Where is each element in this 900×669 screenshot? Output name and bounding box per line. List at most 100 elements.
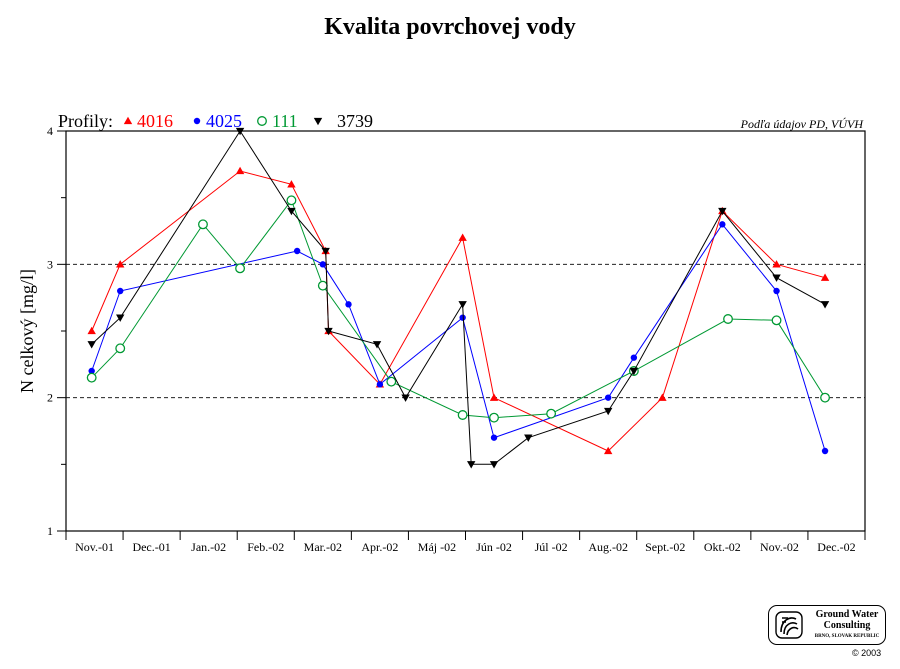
x-tick-label: Nov.-02 xyxy=(760,540,799,554)
data-point xyxy=(319,261,327,268)
data-point xyxy=(235,263,246,274)
x-tick-label: Feb.-02 xyxy=(247,540,284,554)
data-point xyxy=(546,408,557,419)
data-point xyxy=(116,314,125,322)
data-point xyxy=(489,412,499,423)
data-point xyxy=(86,372,97,383)
series-111 xyxy=(86,195,831,423)
x-tick-label: Okt.-02 xyxy=(704,540,741,554)
data-point xyxy=(772,260,781,268)
logo-line-2: Consulting xyxy=(823,620,871,631)
legend-label-111: 111 xyxy=(272,111,298,131)
data-point xyxy=(287,207,296,216)
x-tick-label: Máj -02 xyxy=(418,540,456,554)
data-point xyxy=(235,166,245,175)
data-point xyxy=(773,287,780,295)
chart-title: Kvalita povrchovej vody xyxy=(324,14,576,40)
data-point xyxy=(630,354,638,361)
y-tick-label: 1 xyxy=(47,524,53,538)
data-point xyxy=(321,247,330,256)
data-point xyxy=(771,315,782,326)
source-note: Podľa údajov PD, VÚVH xyxy=(740,117,865,131)
data-point xyxy=(376,381,384,388)
data-point xyxy=(459,314,466,321)
series-4016 xyxy=(87,166,830,455)
data-point xyxy=(821,447,829,455)
legend-label-4016: 4016 xyxy=(137,111,173,131)
data-point xyxy=(87,326,96,335)
x-tick-label: Dec.-01 xyxy=(132,540,170,554)
x-axis: Nov.-01 Dec.-01 Jan.-02 Feb.-02 Mar.-02 Apr.-… xyxy=(65,531,866,554)
data-point xyxy=(116,260,125,268)
y-tick-label: 4 xyxy=(47,124,53,138)
series-line-4016 xyxy=(91,170,826,452)
data-point xyxy=(345,301,352,308)
x-tick-label: Jan.-02 xyxy=(191,540,226,554)
data-point xyxy=(719,221,726,228)
logo-line-1: Ground Water xyxy=(815,609,879,620)
data-point xyxy=(198,219,208,230)
data-point xyxy=(772,274,781,282)
logo-mark-icon xyxy=(775,611,803,639)
data-point xyxy=(87,341,96,349)
legend-label-3739: 3739 xyxy=(337,111,373,131)
x-tick-label: Nov.-01 xyxy=(75,540,114,554)
x-tick-label: Aug.-02 xyxy=(588,540,628,554)
x-tick-label: Mar.-02 xyxy=(304,540,342,554)
data-point xyxy=(467,461,476,469)
legend: Profily: 4016 4025 111 3739 xyxy=(58,111,373,131)
x-tick-label: Sept.-02 xyxy=(645,540,685,554)
data-point xyxy=(287,180,296,188)
data-point xyxy=(629,367,639,376)
data-point xyxy=(317,280,328,291)
logo-line-3: BRNO, SLOVAK REPUBLIC xyxy=(814,634,880,639)
data-point xyxy=(820,273,830,281)
data-point xyxy=(235,127,245,136)
data-point xyxy=(88,367,95,375)
y-axis-label: N celkový [mg/l] xyxy=(17,269,37,393)
data-point xyxy=(458,301,467,309)
data-point xyxy=(723,314,733,324)
data-point xyxy=(293,247,301,255)
data-point xyxy=(386,376,397,387)
data-point xyxy=(458,233,467,241)
y-tick-label: 2 xyxy=(47,391,53,405)
x-tick-label: Apr.-02 xyxy=(361,540,398,554)
company-logo: Ground Water Consulting BRNO, SLOVAK REP… xyxy=(768,605,886,645)
data-point xyxy=(603,407,613,416)
legend-prefix: Profily: xyxy=(58,111,113,131)
data-point xyxy=(489,393,499,401)
data-point xyxy=(603,446,613,455)
legend-marker-111 xyxy=(257,116,267,126)
gridlines xyxy=(66,263,865,399)
y-axis: 1 2 3 4 xyxy=(47,124,66,538)
data-point xyxy=(718,207,727,216)
data-point xyxy=(604,394,612,401)
data-point xyxy=(324,327,333,336)
y-tick-label: 3 xyxy=(47,257,53,271)
legend-marker-3739 xyxy=(313,117,323,126)
data-point xyxy=(524,434,533,442)
data-point xyxy=(286,195,297,206)
series-4025 xyxy=(88,221,829,455)
series-3739 xyxy=(87,127,830,469)
x-tick-label: Júl -02 xyxy=(535,540,568,554)
copyright-note: © 2003 xyxy=(852,648,882,658)
legend-marker-4025 xyxy=(193,117,201,125)
legend-marker-4016 xyxy=(123,116,133,125)
data-point xyxy=(490,434,498,441)
data-point xyxy=(372,341,382,349)
data-point xyxy=(489,461,499,469)
data-point xyxy=(115,343,126,354)
data-point xyxy=(658,393,667,401)
x-tick-label: Dec.-02 xyxy=(817,540,855,554)
x-tick-label: Jún -02 xyxy=(476,540,512,554)
legend-label-4025: 4025 xyxy=(206,111,242,131)
data-point xyxy=(457,410,468,420)
series-layer xyxy=(86,127,831,469)
data-point xyxy=(820,301,830,309)
data-point xyxy=(401,394,410,402)
plot-frame xyxy=(65,130,866,532)
data-point xyxy=(117,287,124,295)
